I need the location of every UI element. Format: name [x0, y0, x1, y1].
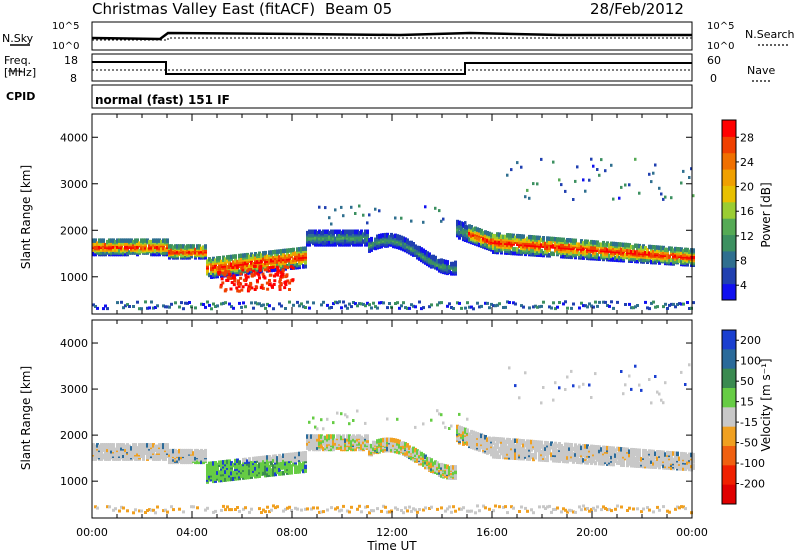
colorbar-tick-label: -200 — [740, 478, 765, 491]
nsky-label: N.Sky — [2, 32, 34, 45]
colorbar-swatch — [722, 426, 736, 447]
colorbar-frame — [721, 329, 737, 505]
y-tick-label: 1000 — [60, 475, 88, 488]
colorbar-tick-label: 50 — [740, 375, 754, 388]
freq-label-1: Freq. — [4, 54, 31, 67]
colorbar-tick-label: -100 — [740, 457, 765, 470]
x-tick-label: 04:00 — [176, 526, 208, 539]
y-tick-label: 1000 — [60, 271, 88, 284]
freq-tick-top: 18 — [64, 54, 78, 67]
freq-trace — [92, 61, 692, 75]
cpid-value: normal (fast) 151 IF — [95, 93, 230, 107]
colorbar-swatch — [722, 465, 736, 486]
plot-area — [92, 320, 692, 518]
station-title: Christmas Valley East (fitACF) — [92, 0, 315, 18]
power-plot: 1000 2000 3000 4000 — [60, 113, 695, 315]
y-tick-label: 2000 — [60, 224, 88, 237]
nave-label: Nave — [747, 64, 775, 77]
colorbar-swatch — [722, 267, 736, 285]
noise-tick-top-right: 10^5 — [707, 21, 734, 32]
cpid-label: CPID — [6, 90, 35, 103]
echo-cells — [92, 363, 695, 515]
x-tick-label: 20:00 — [576, 526, 608, 539]
freq-panel — [91, 53, 693, 82]
power-colorbar-label: Power [dB] — [759, 182, 773, 247]
beam-title: Beam 05 — [325, 0, 392, 18]
colorbar-swatch — [722, 218, 736, 236]
colorbar-swatch — [722, 234, 736, 252]
velocity-colorbar-label: Velocity [m s⁻¹] — [759, 358, 773, 451]
y-tick-label: 4000 — [60, 337, 88, 350]
colorbar-swatch — [722, 446, 736, 466]
colorbar-swatch — [722, 169, 736, 186]
velocity-colorbar: 200 100 50 15 -15 -50 -100 -200 — [721, 329, 765, 505]
colorbar-frame — [721, 119, 737, 301]
colorbar-swatch — [722, 330, 736, 350]
noise-tick-top-left: 10^5 — [52, 21, 79, 32]
nsearch-label: N.Search — [745, 28, 795, 41]
nsearch-trace — [92, 37, 692, 41]
colorbar-swatch — [722, 407, 736, 428]
colorbar-tick-label: 28 — [740, 131, 754, 144]
x-tick-label: 08:00 — [276, 526, 308, 539]
x-tick-label: 16:00 — [476, 526, 508, 539]
colorbar-swatch — [722, 349, 736, 370]
colorbar-swatch — [722, 484, 736, 505]
x-tick-label: 12:00 — [376, 526, 408, 539]
velocity-y-axis-label: Slant Range [km] — [19, 366, 33, 470]
y-tick-label: 3000 — [60, 178, 88, 191]
noise-tick-bottom-right: 10^0 — [707, 41, 734, 52]
colorbar-tick-label: -50 — [740, 437, 758, 450]
colorbar-tick-label: 16 — [740, 205, 754, 218]
x-tick-label: 00:00 — [676, 526, 708, 539]
nave-tick-top: 60 — [707, 54, 721, 67]
y-tick-label: 4000 — [60, 131, 88, 144]
nsky-trace — [91, 31, 692, 41]
cpid-panel — [91, 84, 693, 109]
echo-cells — [92, 157, 695, 311]
x-axis-label: Time UT — [366, 539, 417, 553]
colorbar-tick-label: 15 — [740, 396, 754, 409]
colorbar-tick-label: -15 — [740, 416, 758, 429]
colorbar-swatch — [722, 152, 736, 170]
colorbar-tick-label: 24 — [740, 156, 754, 169]
plot-area — [92, 114, 692, 314]
velocity-plot: 1000 2000 3000 4000 00:00 04:00 08:00 12:00 16:0… — [60, 319, 708, 539]
nave-tick-bottom: 0 — [710, 72, 717, 85]
colorbar-swatch — [722, 250, 736, 268]
power-colorbar: 4 8 12 16 20 24 28 — [721, 119, 754, 301]
x-tick-label: 00:00 — [76, 526, 108, 539]
colorbar-swatch — [722, 368, 736, 389]
colorbar-tick-label: 4 — [740, 279, 747, 292]
colorbar-tick-label: 100 — [740, 355, 761, 368]
date-title: 28/Feb/2012 — [590, 0, 684, 18]
y-tick-label: 2000 — [60, 429, 88, 442]
colorbar-swatch — [722, 388, 736, 408]
colorbar-tick-label: 8 — [740, 255, 747, 268]
colorbar-swatch — [722, 185, 736, 203]
freq-label-2: [MHz] — [4, 66, 36, 79]
noise-tick-bottom-left: 10^0 — [52, 41, 79, 52]
colorbar-swatch — [722, 120, 736, 137]
power-y-axis-label: Slant Range [km] — [19, 165, 33, 269]
y-tick-label: 3000 — [60, 383, 88, 396]
colorbar-tick-label: 12 — [740, 230, 754, 243]
freq-tick-bottom: 8 — [70, 72, 77, 85]
colorbar-swatch — [722, 136, 736, 154]
colorbar-tick-label: 200 — [740, 334, 761, 347]
colorbar-swatch — [722, 283, 736, 301]
colorbar-swatch — [722, 201, 736, 219]
colorbar-tick-label: 20 — [740, 181, 754, 194]
